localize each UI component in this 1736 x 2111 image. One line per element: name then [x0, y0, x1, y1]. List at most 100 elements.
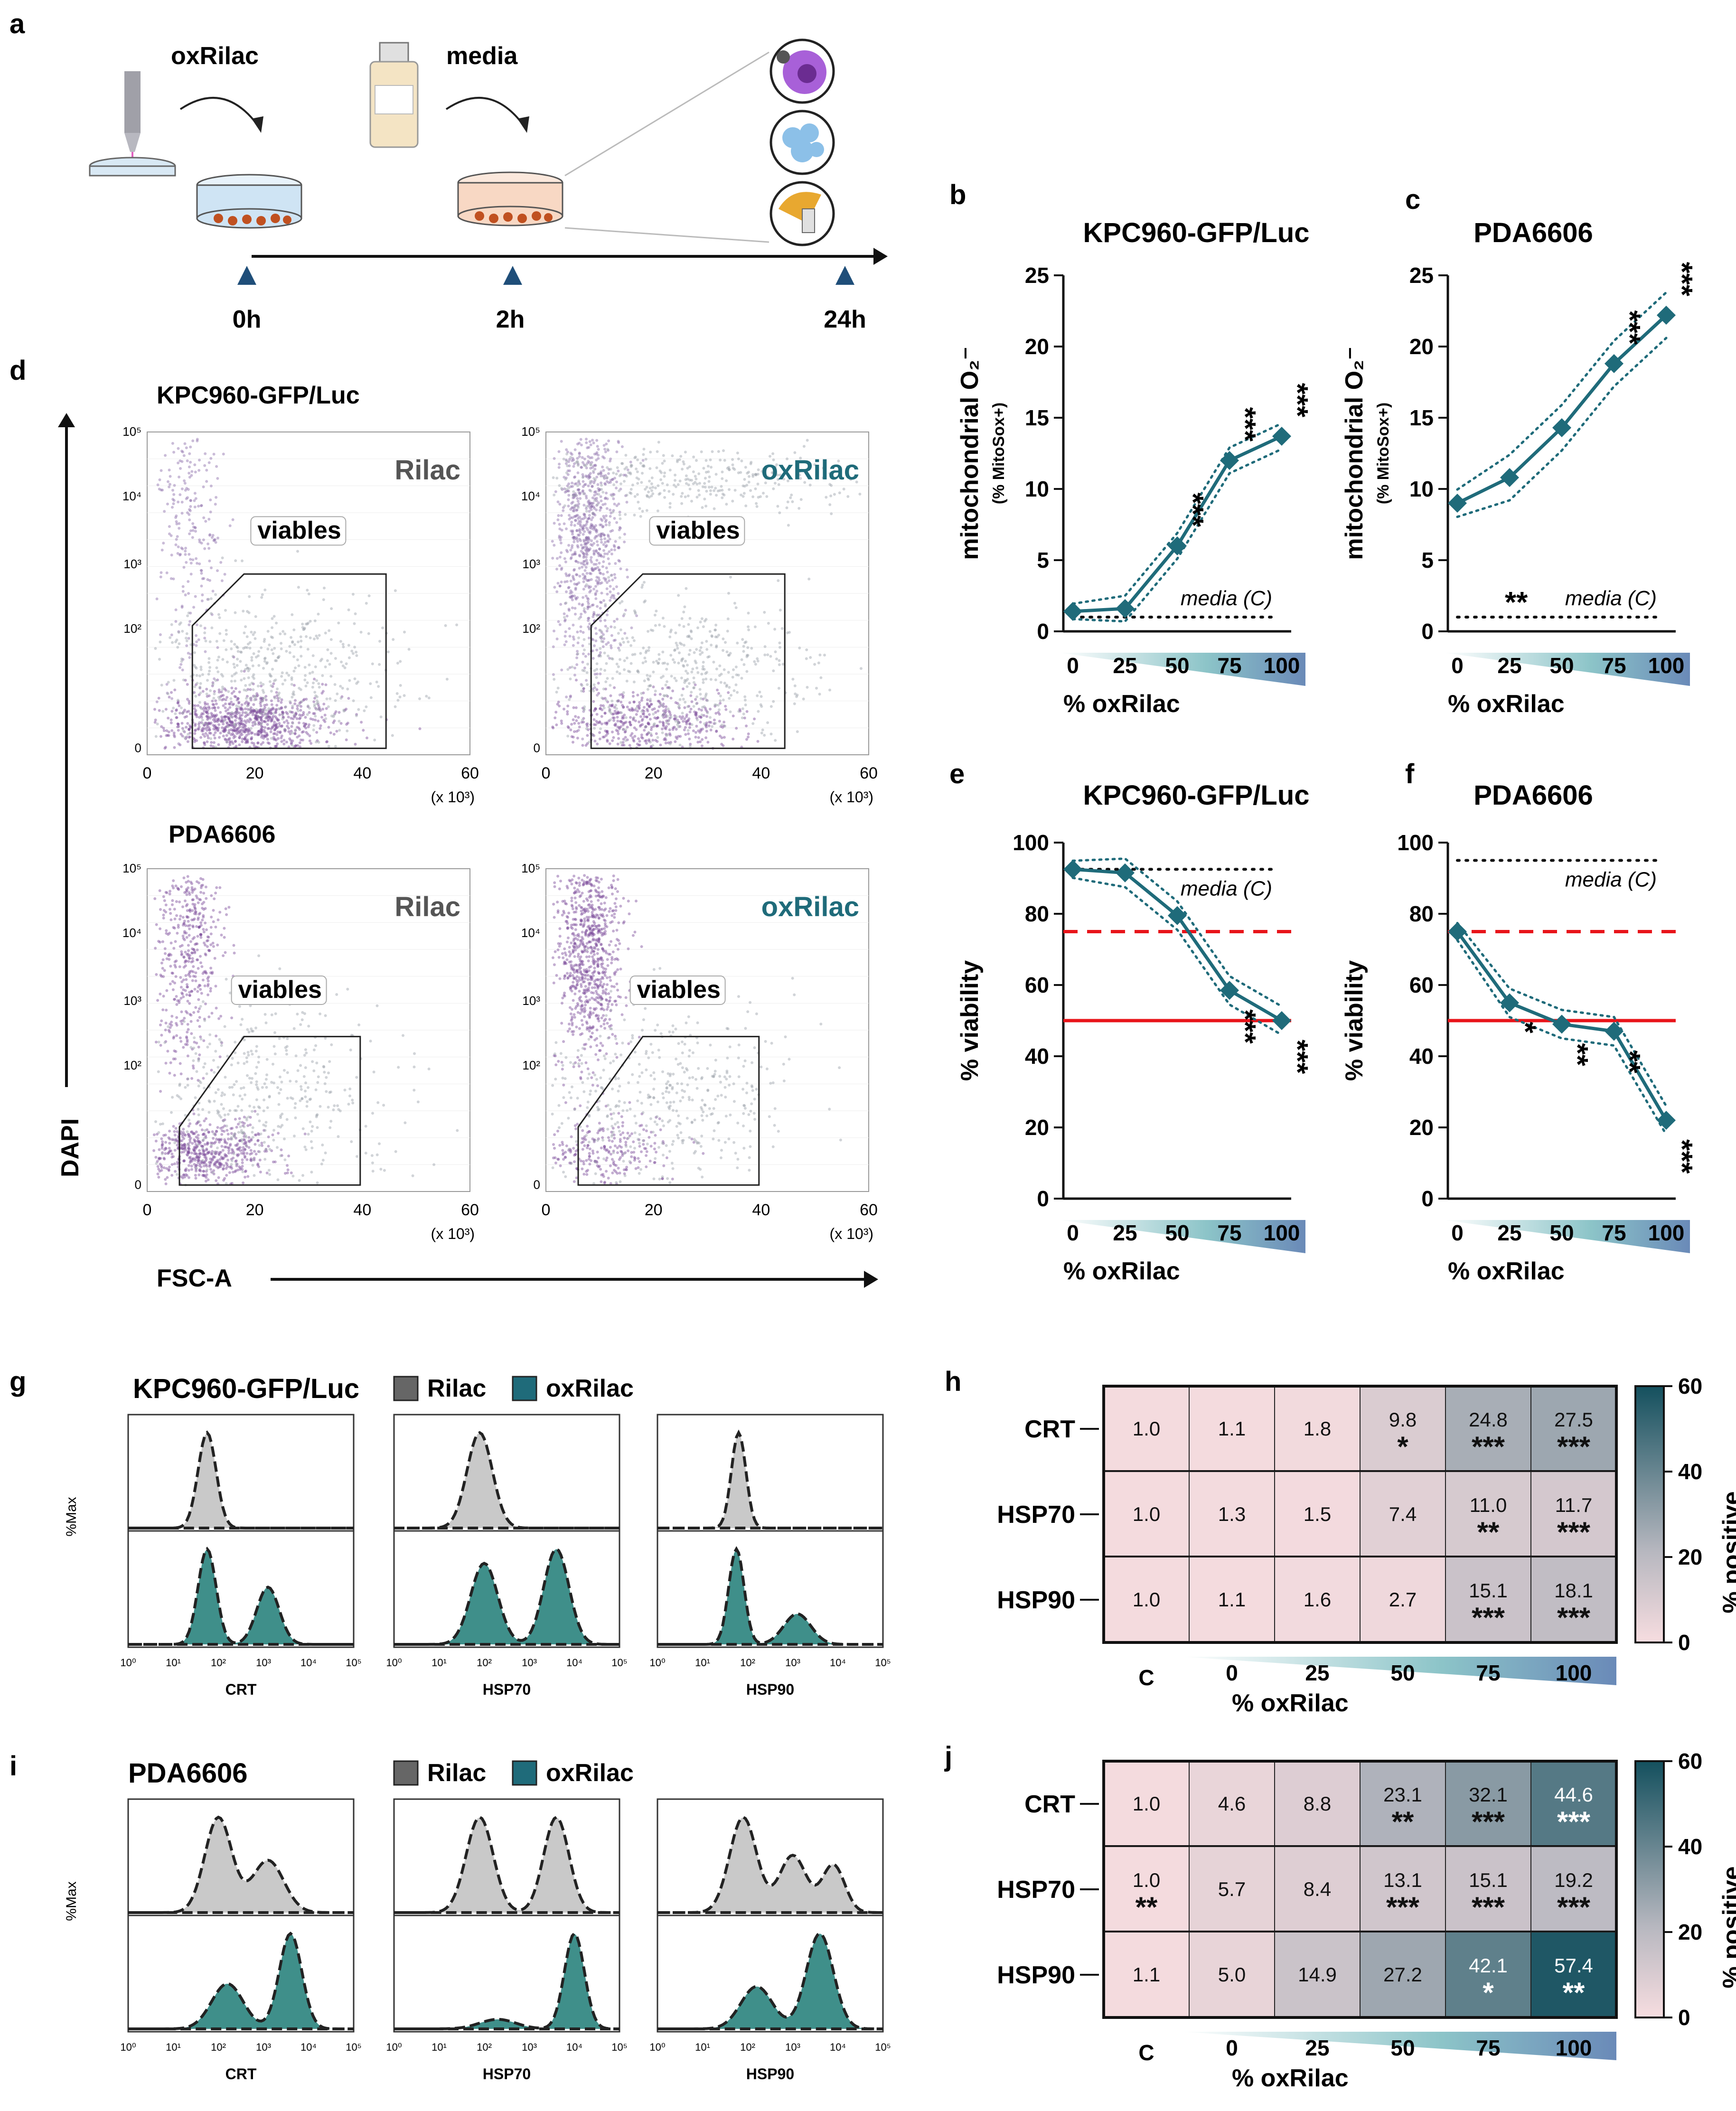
event-dot: [292, 669, 296, 673]
event-dot: [303, 627, 306, 630]
event-dot: [235, 1147, 239, 1151]
event-dot: [585, 553, 589, 556]
event-dot: [230, 1132, 233, 1135]
event-dot: [311, 1060, 314, 1063]
event-dot: [215, 726, 218, 729]
event-dot: [703, 722, 706, 725]
event-dot: [307, 592, 310, 596]
event-dot: [586, 607, 590, 610]
event-dot: [154, 647, 157, 650]
event-dot: [267, 712, 270, 715]
event-dot: [684, 659, 687, 663]
event-dot: [574, 461, 578, 464]
event-dot: [611, 716, 615, 720]
event-dot: [726, 467, 729, 470]
event-dot: [213, 706, 216, 710]
event-dot: [223, 927, 226, 930]
event-dot: [157, 1175, 160, 1179]
event-dot: [581, 604, 584, 607]
event-dot: [611, 739, 614, 742]
event-dot: [605, 731, 609, 734]
panel-d: d KPC960-GFP/Luc PDA6606 viablesRilac10⁵…: [9, 355, 878, 1292]
event-dot: [355, 714, 358, 717]
event-dot: [609, 718, 612, 722]
event-dot: [194, 526, 197, 529]
event-dot: [201, 593, 204, 597]
event-dot: [182, 710, 185, 713]
event-dot: [655, 466, 658, 469]
event-dot: [249, 688, 252, 691]
event-dot: [285, 711, 288, 714]
event-dot: [338, 720, 341, 723]
event-dot: [683, 706, 686, 709]
event-dot: [620, 600, 624, 603]
event-dot: [227, 717, 231, 720]
event-dot: [591, 485, 594, 488]
event-dot: [261, 699, 264, 702]
event-dot: [200, 504, 203, 507]
event-dot: [228, 718, 231, 721]
event-dot: [739, 710, 742, 713]
event-dot: [238, 717, 241, 720]
event-dot: [315, 699, 319, 703]
event-dot: [590, 505, 593, 508]
event-dot: [656, 724, 659, 728]
event-dot: [657, 661, 660, 665]
event-dot: [629, 491, 632, 494]
event-dot: [223, 728, 226, 731]
event-dot: [221, 720, 225, 723]
event-dot: [245, 635, 249, 638]
event-dot: [572, 490, 575, 493]
event-dot: [183, 931, 186, 935]
event-dot: [569, 591, 572, 595]
event-dot: [355, 713, 358, 716]
event-dot: [291, 692, 294, 695]
event-dot: [588, 586, 591, 590]
event-dot: [273, 728, 277, 731]
event-dot: [279, 1154, 282, 1157]
event-dot: [294, 744, 297, 748]
event-dot: [246, 738, 249, 741]
event-dot: [569, 507, 572, 511]
event-dot: [350, 649, 354, 653]
event-dot: [624, 728, 628, 732]
event-dot: [757, 468, 760, 471]
event-dot: [579, 629, 582, 633]
event-dot: [599, 582, 602, 585]
event-dot: [566, 713, 569, 716]
event-dot: [180, 706, 183, 710]
event-dot: [188, 1135, 190, 1138]
event-dot: [565, 695, 568, 699]
event-dot: [728, 488, 731, 491]
event-dot: [271, 726, 274, 729]
event-dot: [587, 484, 590, 488]
event-dot: [308, 739, 311, 742]
event-dot: [181, 905, 184, 909]
event-dot: [214, 541, 217, 544]
event-dot: [724, 704, 727, 708]
event-dot: [216, 720, 219, 723]
event-dot: [293, 1106, 297, 1109]
event-dot: [585, 526, 588, 530]
event-dot: [242, 730, 245, 733]
event-dot: [592, 611, 596, 614]
event-dot: [263, 734, 267, 737]
event-dot: [577, 561, 580, 564]
event-dot: [219, 1165, 222, 1168]
event-dot: [355, 650, 358, 654]
event-dot: [444, 624, 447, 627]
event-dot: [588, 475, 591, 478]
event-dot: [257, 1060, 260, 1064]
event-dot: [260, 1142, 263, 1145]
event-dot: [241, 1018, 244, 1021]
event-dot: [719, 702, 722, 705]
event-dot: [205, 693, 208, 695]
event-dot: [204, 722, 207, 725]
event-dot: [575, 573, 578, 576]
event-dot: [680, 502, 684, 505]
event-dot: [197, 916, 200, 919]
event-dot: [553, 678, 556, 681]
event-dot: [260, 728, 263, 731]
event-dot: [585, 520, 589, 523]
event-dot: [212, 745, 215, 748]
